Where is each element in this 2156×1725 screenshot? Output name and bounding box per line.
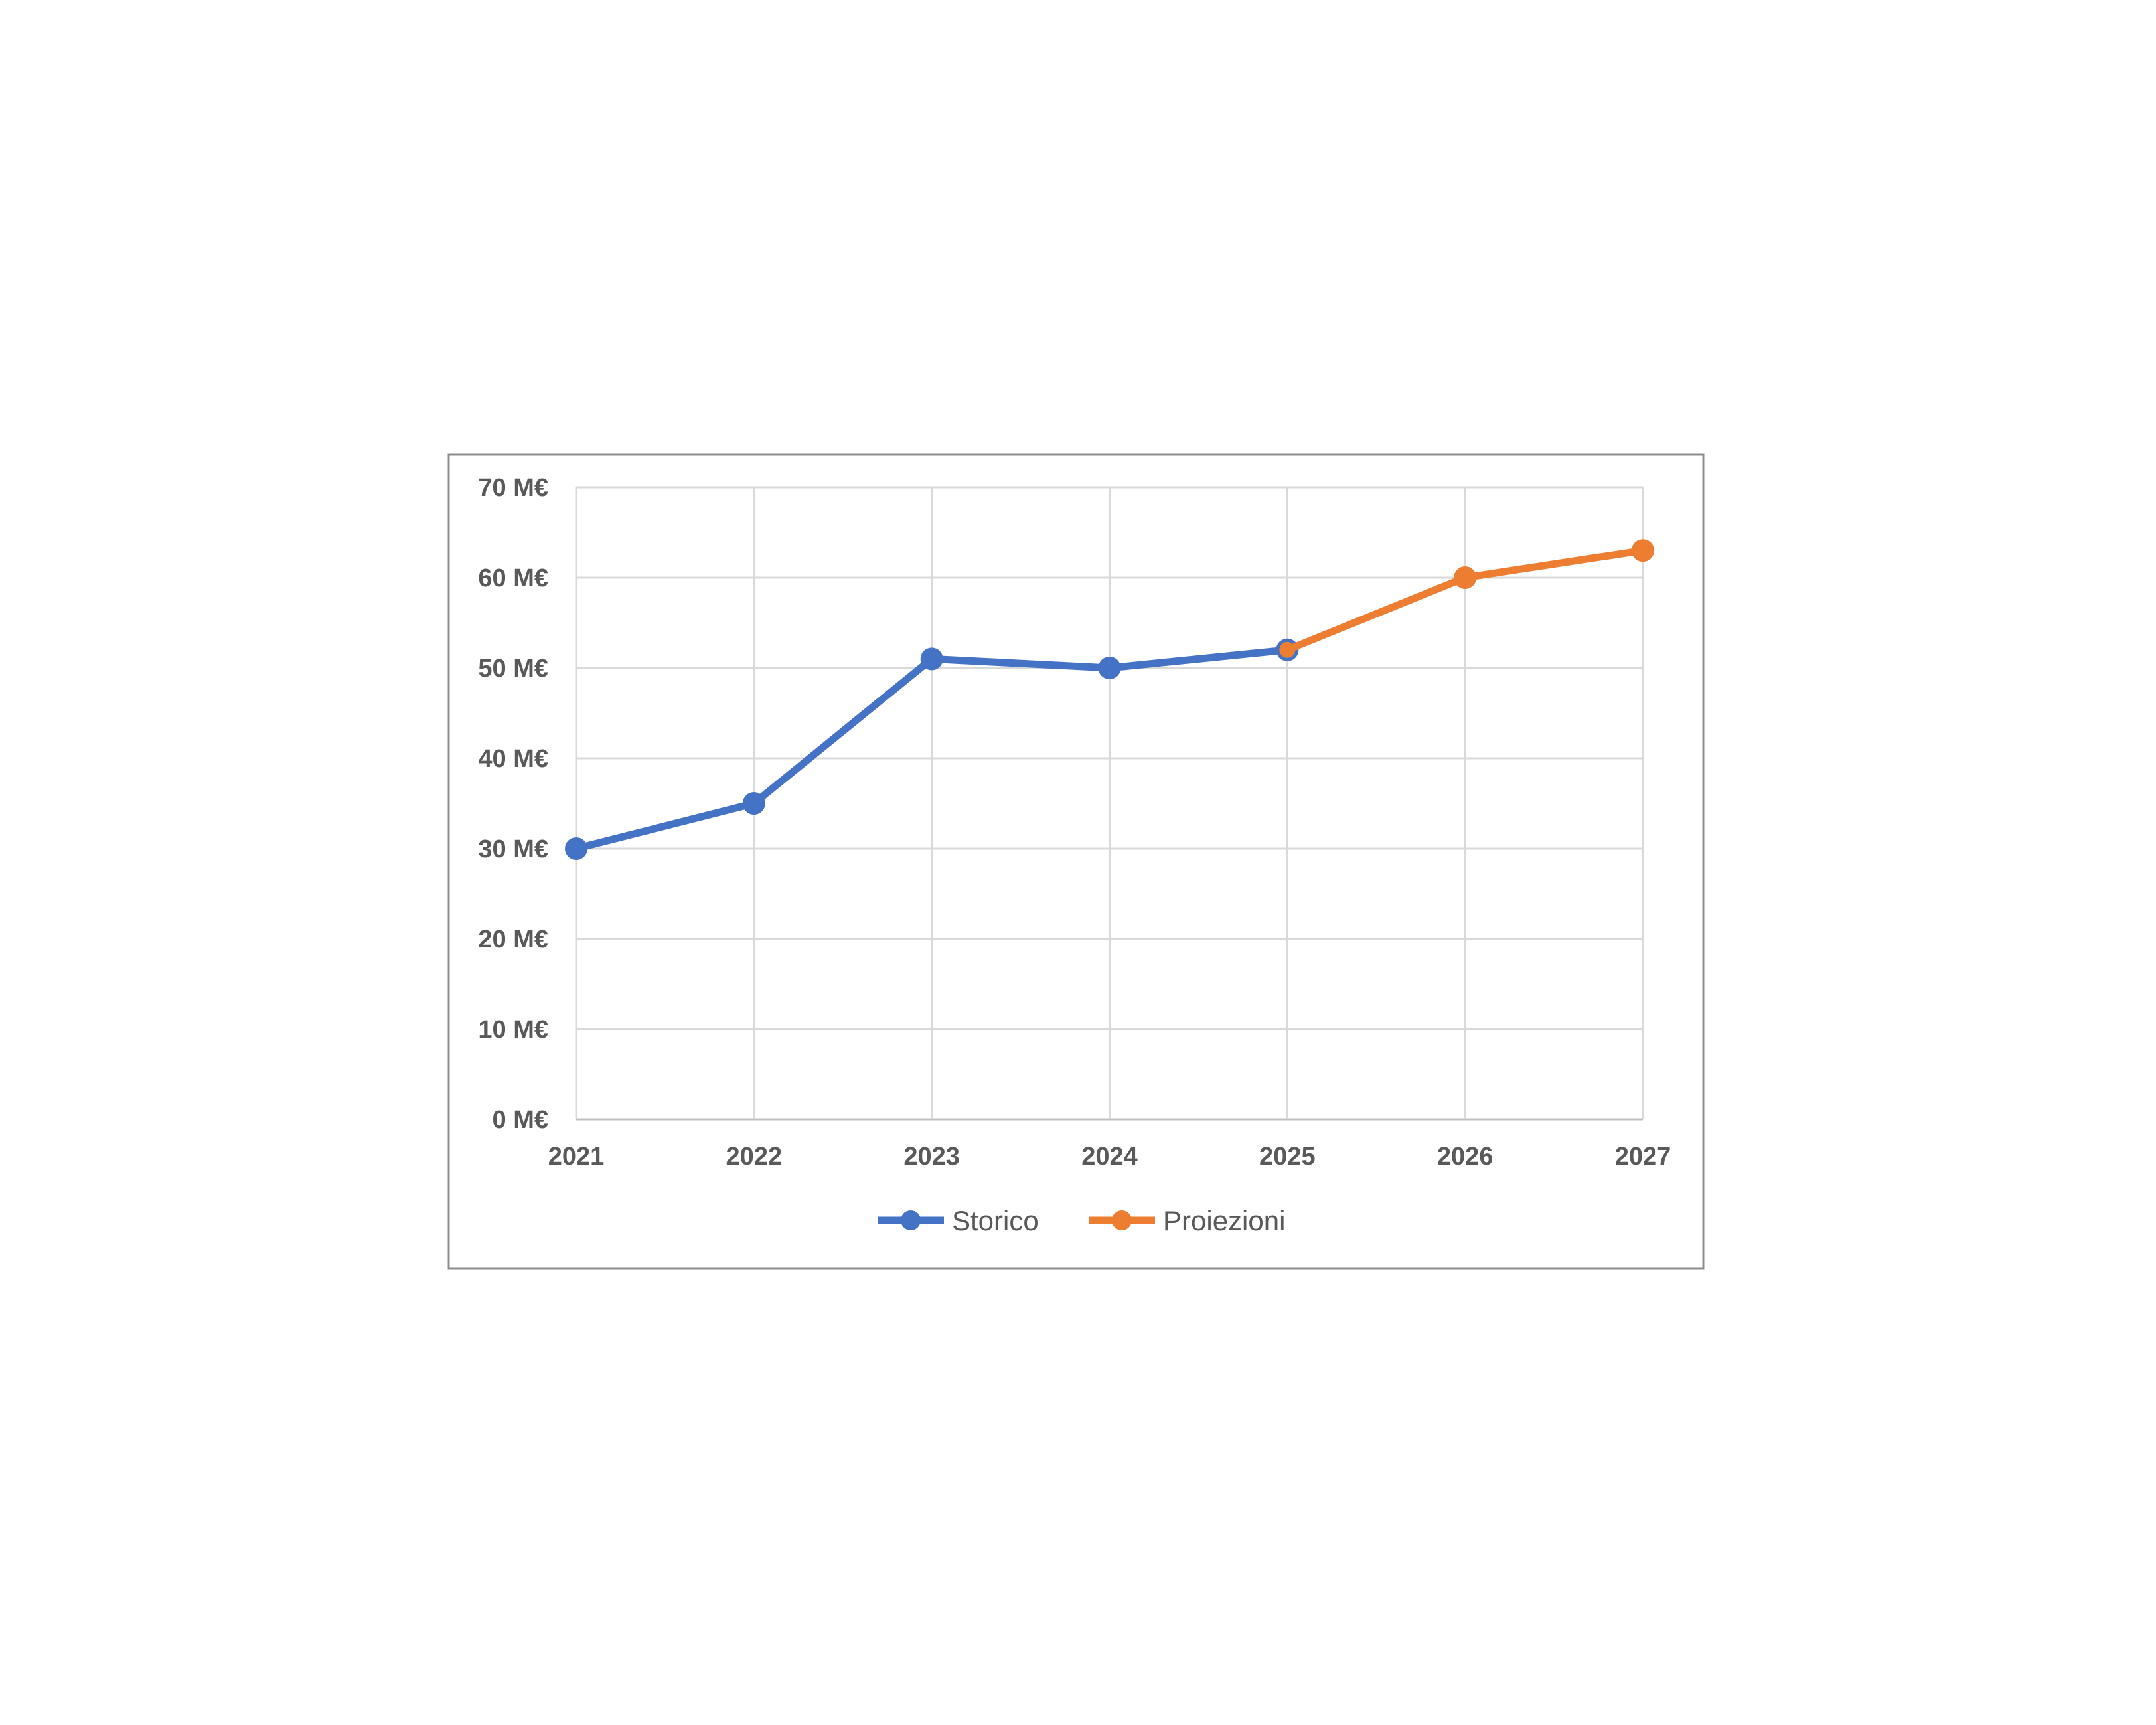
y-tick-label: 60 M€ [478, 564, 548, 592]
legend-label: Storico [952, 1205, 1039, 1236]
y-tick-label: 70 M€ [478, 474, 548, 502]
x-tick-label: 2026 [1437, 1143, 1494, 1171]
data-point[interactable] [1632, 539, 1654, 562]
legend: Storico Proiezioni [878, 1205, 1285, 1236]
x-tick-label: 2023 [903, 1143, 960, 1171]
y-tick-label: 40 M€ [478, 745, 548, 773]
x-tick-label: 2027 [1615, 1143, 1671, 1171]
legend-marker [1112, 1210, 1132, 1230]
y-tick-label: 20 M€ [478, 926, 548, 953]
x-tick-label: 2024 [1081, 1143, 1138, 1171]
x-axis-ticks: 2021 2022 2023 2024 2025 2026 2027 [548, 1143, 1671, 1171]
y-axis-ticks: 0 M€ 10 M€ 20 M€ 30 M€ 40 M€ 50 M€ 60 M€ 70 M€ [478, 474, 548, 1134]
data-point[interactable] [920, 647, 943, 671]
chart-frame [447, 453, 1705, 1270]
data-point[interactable] [1098, 657, 1121, 679]
x-tick-label: 2025 [1259, 1143, 1316, 1171]
legend-marker [901, 1210, 921, 1230]
y-tick-label: 50 M€ [478, 655, 548, 683]
x-tick-label: 2021 [548, 1143, 605, 1171]
y-tick-label: 30 M€ [478, 835, 548, 863]
data-point[interactable] [565, 837, 587, 860]
data-point[interactable] [742, 792, 765, 815]
x-tick-label: 2022 [726, 1143, 783, 1171]
data-point[interactable] [1454, 566, 1477, 589]
legend-label: Proiezioni [1163, 1205, 1285, 1236]
y-tick-label: 10 M€ [478, 1016, 548, 1044]
data-point[interactable] [1279, 641, 1296, 658]
y-tick-label: 0 M€ [493, 1106, 548, 1134]
series-group [565, 539, 1654, 860]
